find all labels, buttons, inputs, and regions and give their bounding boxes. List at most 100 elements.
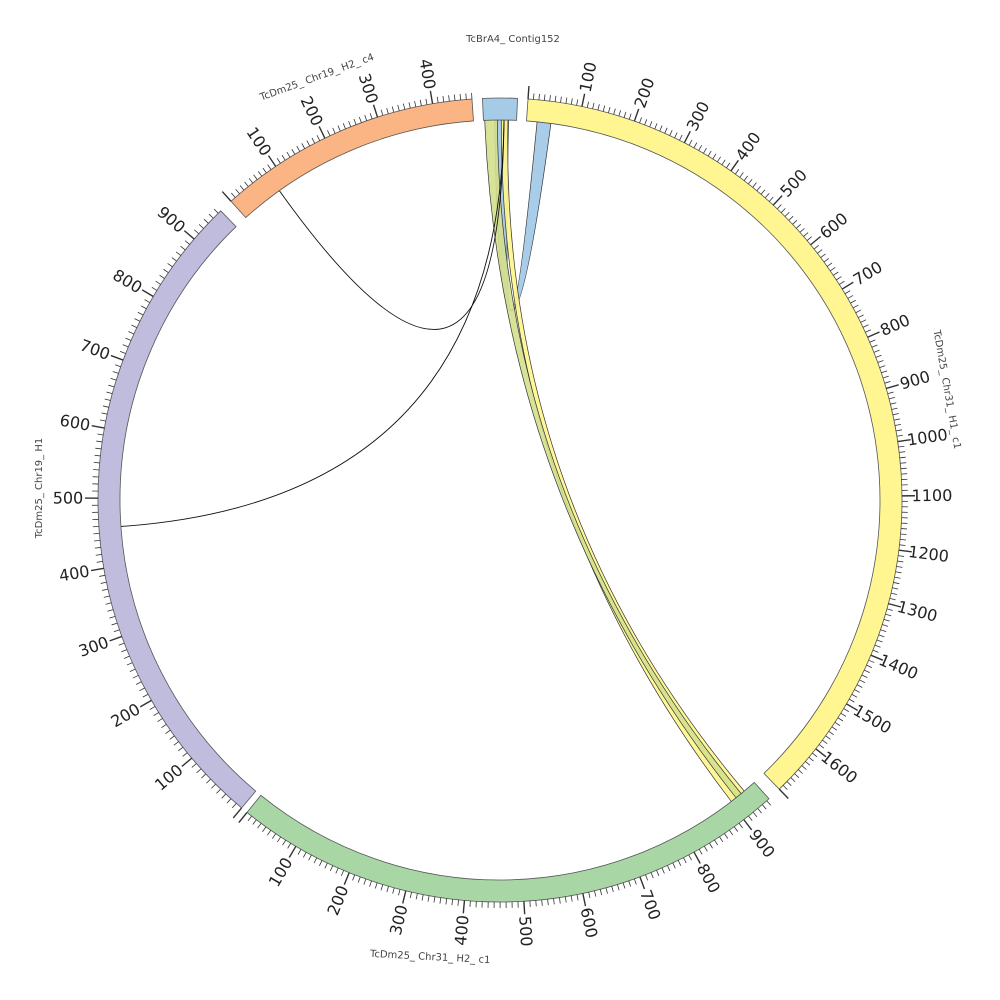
- minor-tick: [570, 895, 573, 902]
- minor-tick: [175, 251, 182, 256]
- minor-tick: [592, 102, 595, 109]
- minor-tick: [693, 142, 698, 149]
- minor-tick: [109, 615, 116, 619]
- segment-label-contig: TcBrA4_ Contig152: [465, 34, 560, 45]
- minor-tick: [369, 113, 373, 120]
- minor-tick: [894, 576, 901, 579]
- minor-tick: [161, 723, 167, 728]
- minor-tick: [543, 94, 546, 101]
- minor-tick: [843, 708, 850, 712]
- major-tick: [582, 893, 587, 907]
- minor-tick: [729, 829, 734, 836]
- minor-tick: [358, 116, 362, 123]
- minor-tick: [784, 211, 790, 217]
- minor-tick: [797, 769, 803, 774]
- minor-tick: [391, 106, 395, 113]
- minor-tick: [782, 785, 788, 790]
- minor-tick: [319, 860, 323, 867]
- minor-tick: [277, 836, 282, 843]
- minor-tick: [125, 337, 132, 341]
- minor-tick: [633, 878, 637, 885]
- minor-tick: [104, 398, 111, 401]
- minor-tick: [851, 694, 858, 698]
- major-tick: [183, 230, 195, 240]
- minor-tick: [623, 111, 627, 118]
- segment-bands: [97, 97, 903, 903]
- minor-tick: [114, 364, 121, 368]
- minor-tick: [135, 681, 142, 685]
- minor-tick: [896, 565, 903, 568]
- minor-tick: [380, 884, 384, 891]
- minor-tick: [752, 182, 757, 188]
- minor-tick: [688, 854, 692, 861]
- minor-tick: [221, 793, 227, 799]
- minor-tick: [182, 752, 188, 757]
- minor-tick: [451, 899, 454, 906]
- minor-tick: [733, 826, 739, 832]
- minor-tick: [888, 397, 895, 400]
- minor-tick: [149, 706, 156, 710]
- minor-tick: [717, 156, 721, 163]
- minor-tick: [752, 812, 758, 818]
- minor-tick: [874, 644, 881, 648]
- ribbon-contig-h2c1: [484, 119, 742, 799]
- minor-tick: [353, 118, 357, 125]
- minor-tick: [374, 882, 378, 889]
- major-tick: [372, 104, 379, 118]
- minor-tick: [898, 445, 905, 448]
- minor-tick: [834, 721, 841, 726]
- tick-label: 800: [877, 310, 913, 340]
- minor-tick: [644, 119, 648, 126]
- minor-tick: [649, 121, 653, 128]
- minor-tick: [602, 105, 606, 112]
- minor-tick: [586, 101, 589, 108]
- minor-tick: [180, 245, 186, 251]
- minor-tick: [276, 158, 281, 164]
- minor-tick: [194, 229, 200, 235]
- minor-tick: [865, 329, 871, 333]
- minor-tick: [776, 204, 782, 210]
- major-tick: [888, 602, 902, 608]
- tick-label: 500: [53, 488, 84, 507]
- minor-tick: [859, 679, 866, 683]
- minor-tick: [801, 765, 807, 770]
- minor-tick: [840, 712, 847, 717]
- major-tick: [846, 703, 859, 712]
- minor-tick: [880, 629, 887, 633]
- minor-tick: [267, 830, 272, 836]
- major-tick: [683, 130, 691, 144]
- minor-tick: [253, 174, 258, 180]
- minor-tick: [899, 544, 906, 546]
- minor-tick: [103, 595, 110, 598]
- minor-tick: [748, 815, 753, 821]
- minor-tick: [766, 800, 772, 806]
- minor-tick: [823, 258, 830, 263]
- minor-tick: [159, 274, 165, 279]
- minor-tick: [357, 876, 361, 883]
- minor-tick: [895, 571, 902, 574]
- minor-tick: [352, 874, 356, 881]
- tick-label: 1400: [876, 650, 921, 683]
- minor-tick: [856, 684, 863, 688]
- minor-tick: [96, 561, 103, 563]
- minor-tick: [628, 113, 632, 120]
- minor-tick: [892, 587, 899, 590]
- ribbon-contig-h2c1: [500, 119, 745, 802]
- tick-label: 600: [58, 411, 91, 435]
- minor-tick: [99, 419, 106, 422]
- minor-tick: [639, 117, 642, 124]
- minor-tick: [890, 402, 897, 405]
- minor-tick: [286, 151, 291, 158]
- minor-tick: [230, 192, 236, 198]
- minor-tick: [852, 304, 859, 309]
- minor-tick: [808, 756, 814, 762]
- minor-tick: [864, 669, 870, 674]
- tick-label: 200: [630, 75, 658, 110]
- minor-tick: [165, 729, 171, 734]
- minor-tick: [445, 898, 448, 905]
- minor-tick: [899, 456, 906, 459]
- minor-tick: [760, 189, 766, 195]
- minor-tick: [576, 894, 579, 901]
- minor-tick: [335, 867, 339, 874]
